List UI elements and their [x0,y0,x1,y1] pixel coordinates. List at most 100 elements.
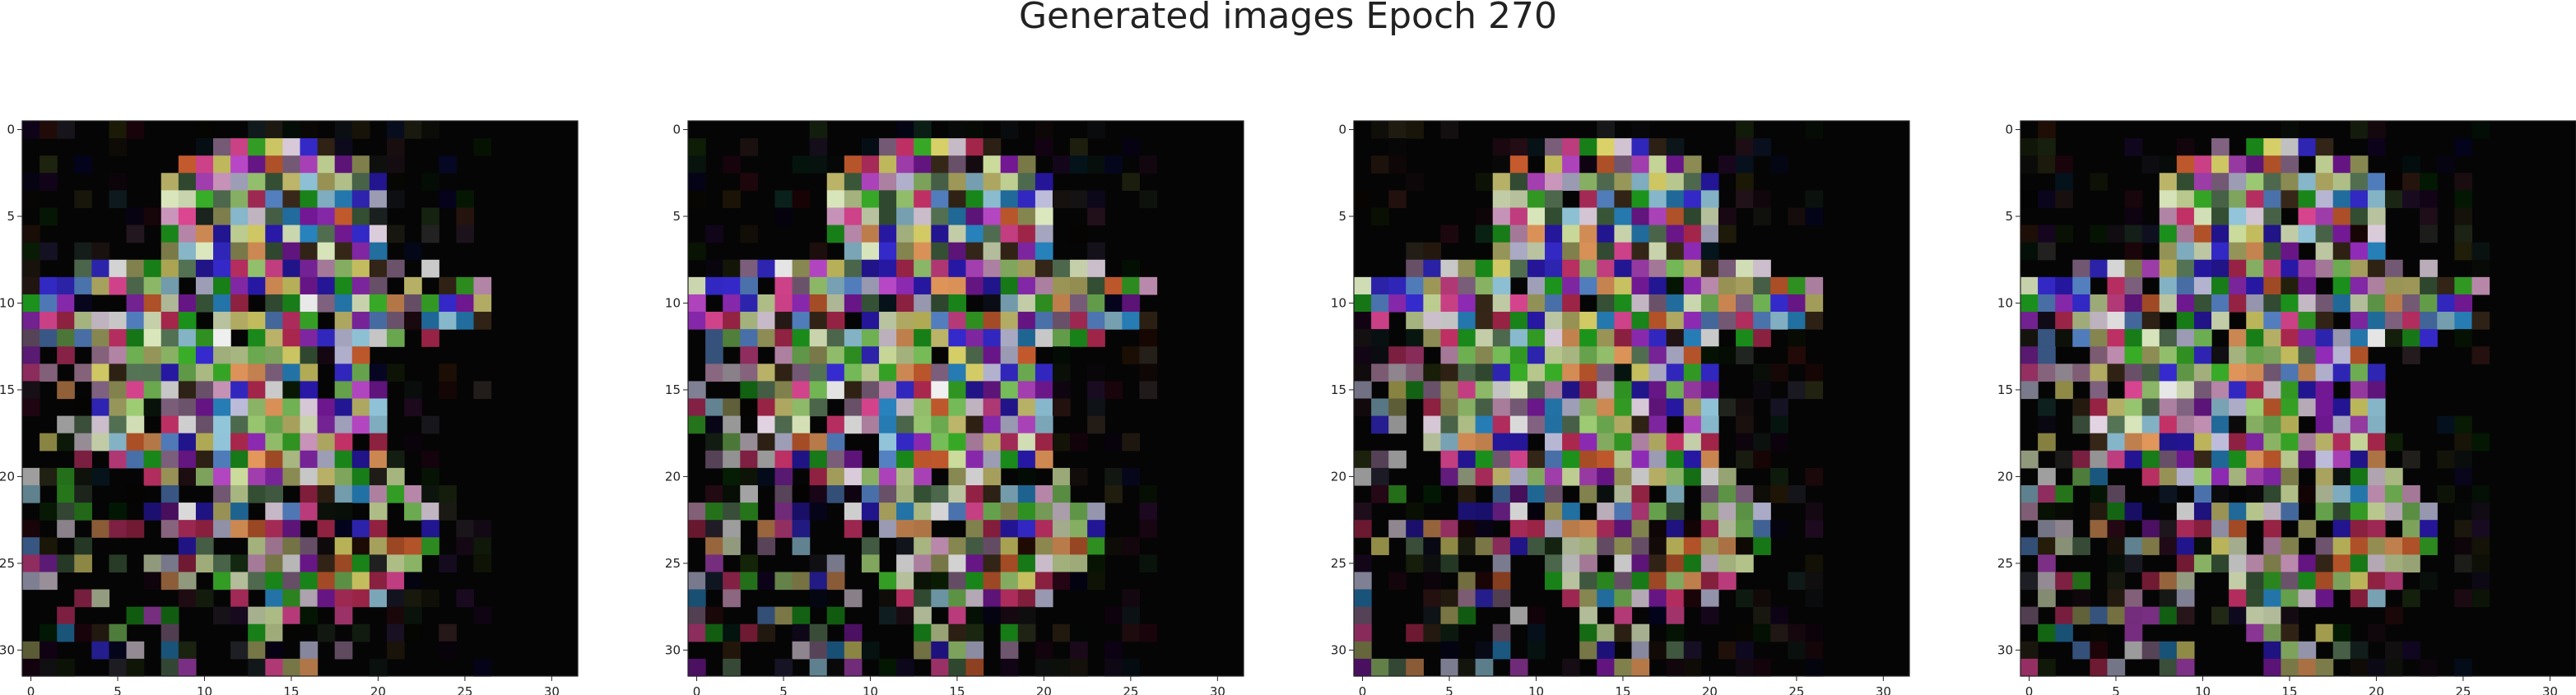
pixel [1545,433,1563,452]
pixel [2159,450,2178,469]
pixel [826,381,845,400]
pixel [265,276,283,295]
pixel [2350,641,2369,660]
pixel [2211,537,2230,555]
pixel [983,364,1002,382]
pixel [1388,155,1407,174]
pixel [879,467,897,486]
pixel [1648,433,1667,452]
pixel [160,520,179,538]
pixel [2263,312,2281,330]
pixel [1736,415,1754,434]
pixel [723,294,741,313]
pixel [896,398,914,417]
pixel [2332,259,2351,278]
pixel [230,294,249,313]
pixel [2263,242,2281,261]
pixel [2193,312,2212,330]
pixel [1579,155,1597,174]
pixel [844,658,863,677]
pixel [351,623,370,642]
pixel [2246,312,2264,330]
pixel [1666,346,1685,364]
pixel [914,433,932,452]
pixel [386,121,405,139]
pixel [1509,294,1528,313]
pixel [109,381,128,400]
pixel [230,155,249,174]
pixel [2020,312,2039,330]
pixel [2350,364,2369,382]
pixel [160,346,179,364]
pixel [2193,503,2212,521]
pixel [2350,537,2369,555]
pixel [40,641,58,660]
x-tick-label: 25 [1123,684,1138,695]
pixel [1770,467,1788,486]
pixel [2038,364,2056,382]
pixel [931,572,949,591]
y-tick-label: 0 [7,123,15,137]
pixel [2350,398,2369,417]
pixel [1788,207,1806,226]
pixel [1597,294,1615,313]
pixel [2263,623,2281,642]
pixel [2471,433,2490,452]
pixel [369,381,388,400]
pixel [931,294,949,313]
pixel [1122,276,1141,295]
pixel [914,467,932,486]
pixel [439,276,457,295]
pixel [2350,554,2369,573]
pixel [230,503,249,521]
pixel [40,155,58,174]
pixel [826,450,845,469]
pixel [2315,537,2334,555]
pixel [1648,155,1667,174]
pixel [317,450,336,469]
x-tick-label: 30 [1876,684,1891,695]
pixel [1035,484,1053,503]
pixel [404,294,422,313]
pixel [2246,589,2264,608]
pixel [2471,312,2490,330]
pixel [861,294,880,313]
pixel [1475,415,1494,434]
pixel [1052,537,1071,555]
pixel [1700,589,1719,608]
pixel [2176,207,2195,226]
pixel [369,554,388,573]
pixel [386,294,405,313]
pixel [1683,225,1702,243]
pixel [1475,658,1494,677]
pixel [2090,623,2109,642]
pixel [2072,276,2090,295]
pixel [2281,381,2299,400]
pixel [2229,520,2247,538]
pixel [386,173,405,191]
pixel [2298,433,2317,452]
pixel [931,312,949,330]
pixel [57,415,75,434]
pixel [792,572,811,591]
pixel [351,155,370,174]
pixel [1052,276,1071,295]
pixel [230,433,249,452]
pixel [1087,415,1105,434]
pixel [178,381,197,400]
pixel [109,190,128,209]
pixel [931,138,949,156]
pixel [317,207,336,226]
pixel [1527,484,1546,503]
pixel [1614,242,1633,261]
pixel [248,658,266,677]
pixel [2211,364,2230,382]
pixel [386,364,405,382]
pixel [1458,259,1476,278]
pixel [334,259,353,278]
pixel [2038,503,2056,521]
axes-frame [1353,120,1910,677]
pixel [1070,537,1088,555]
pixel [2124,623,2143,642]
